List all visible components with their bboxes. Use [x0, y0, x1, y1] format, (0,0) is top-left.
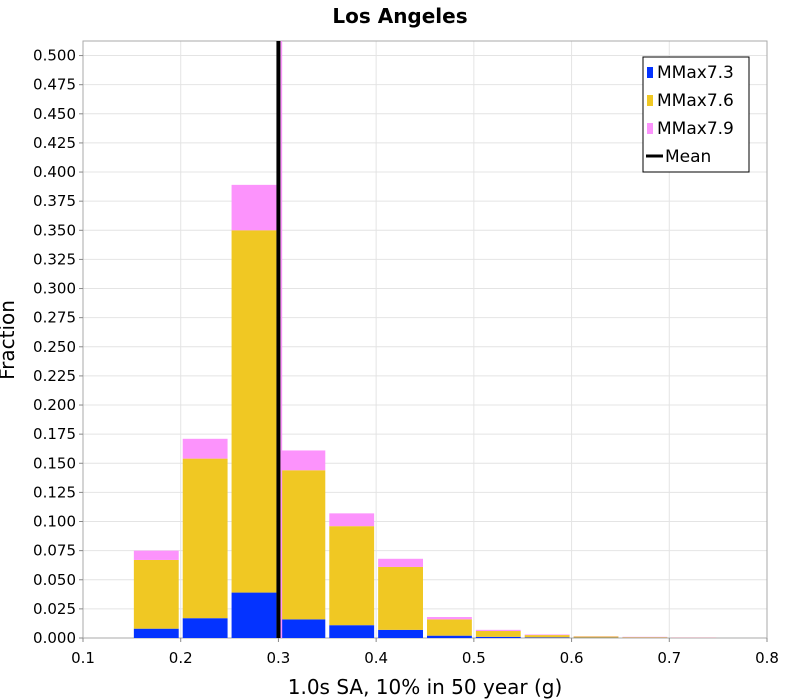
bar-mmax7-3 [182, 618, 228, 638]
y-axis-label: Fraction [0, 300, 19, 380]
x-tick-label: 0.6 [560, 649, 584, 667]
bar-mmax7-6 [378, 566, 423, 630]
y-tick-label: 0.050 [33, 571, 76, 589]
bar-mmax7-9 [378, 558, 423, 567]
bar-mmax7-9 [329, 513, 375, 527]
y-tick-label: 0.200 [33, 396, 76, 414]
y-tick-label: 0.500 [33, 47, 76, 65]
bar-mmax7-9 [231, 184, 277, 231]
x-axis: 0.1 0.2 0.3 0.4 0.5 0.6 0.7 0.8 [71, 638, 779, 667]
y-tick-label: 0.025 [33, 600, 76, 618]
y-tick-label: 0.075 [33, 542, 76, 560]
bar-mmax7-9 [182, 438, 228, 459]
bar-mmax7-9 [475, 629, 521, 632]
legend: MMax7.3 MMax7.6 MMax7.9 Mean [642, 56, 750, 173]
mean-line-group [276, 41, 283, 638]
y-tick-label: 0.275 [33, 309, 76, 327]
bars [133, 184, 717, 638]
bar-mmax7-6 [622, 637, 668, 638]
y-tick-label: 0.325 [33, 250, 76, 268]
legend-swatch [647, 123, 653, 134]
bar-mmax7-9 [133, 550, 179, 560]
legend-label: Mean [665, 147, 711, 167]
y-tick-label: 0.175 [33, 425, 76, 443]
legend-box [642, 56, 750, 173]
bar-mmax7-6 [182, 458, 228, 619]
bar-mmax7-6 [329, 526, 375, 626]
y-axis: 0.000 0.025 0.050 0.075 0.100 0.125 0.150 0.175… [33, 47, 83, 647]
x-tick-label: 0.3 [266, 649, 290, 667]
bar-mmax7-9 [280, 450, 326, 471]
bar-mmax7-6 [524, 635, 570, 638]
y-tick-label: 0.125 [33, 483, 76, 501]
y-tick-label: 0.225 [33, 367, 76, 385]
y-tick-label: 0.100 [33, 513, 76, 531]
bar-mmax7-3 [280, 619, 326, 638]
bar-mmax7-6 [475, 631, 521, 637]
legend-swatch [647, 95, 653, 106]
y-tick-label: 0.250 [33, 338, 76, 356]
bar-mmax7-6 [427, 619, 472, 636]
legend-label: MMax7.6 [657, 91, 734, 111]
legend-label: MMax7.3 [657, 63, 734, 83]
bar-mmax7-3 [231, 592, 277, 638]
y-tick-label: 0.300 [33, 280, 76, 298]
y-tick-label: 0.150 [33, 454, 76, 472]
legend-swatch [647, 67, 653, 78]
y-tick-label: 0.400 [33, 163, 76, 181]
x-tick-label: 0.5 [462, 649, 486, 667]
bar-mmax7-6 [280, 470, 326, 620]
y-tick-label: 0.000 [33, 629, 76, 647]
bar-mmax7-3 [475, 636, 521, 638]
bar-mmax7-3 [378, 629, 423, 638]
x-tick-label: 0.4 [364, 649, 388, 667]
chart-title: Los Angeles [332, 4, 467, 28]
bar-mmax7-3 [329, 625, 375, 638]
plot-area [82, 40, 768, 639]
bar-mmax7-6 [573, 636, 619, 638]
bar-mmax7-3 [524, 637, 570, 638]
bar-mmax7-6 [231, 230, 277, 593]
x-tick-label: 0.8 [755, 649, 779, 667]
y-tick-label: 0.350 [33, 221, 76, 239]
y-tick-label: 0.375 [33, 192, 76, 210]
bar-mmax7-6 [133, 559, 179, 629]
bar-mmax7-3 [133, 628, 179, 638]
x-tick-label: 0.7 [657, 649, 681, 667]
legend-label: MMax7.9 [657, 119, 734, 139]
bar-mmax7-9 [427, 617, 472, 620]
y-tick-label: 0.425 [33, 134, 76, 152]
bar-mmax7-3 [427, 635, 472, 638]
x-tick-label: 0.1 [71, 649, 95, 667]
x-tick-label: 0.2 [169, 649, 193, 667]
bar-mmax7-9 [524, 634, 570, 636]
x-axis-label: 1.0s SA, 10% in 50 year (g) [288, 675, 563, 699]
y-tick-label: 0.450 [33, 105, 76, 123]
y-tick-label: 0.475 [33, 76, 76, 94]
